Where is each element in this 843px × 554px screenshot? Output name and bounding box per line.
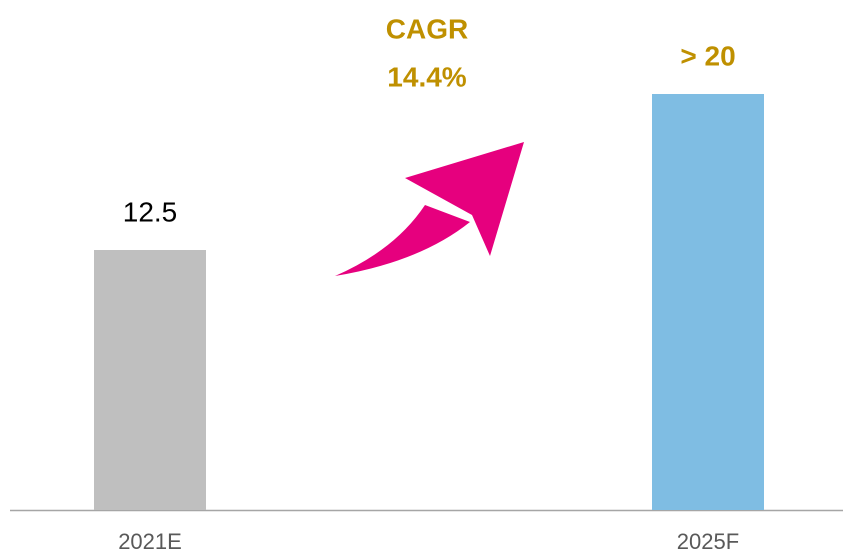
value-label: 12.5 <box>123 196 178 227</box>
x-tick-label: 2021E <box>118 529 182 554</box>
value-label: > 20 <box>680 40 735 71</box>
arrow-head <box>405 142 524 256</box>
bar <box>94 250 206 510</box>
x-tick-label: 2025F <box>677 529 739 554</box>
annotation: 14.4% <box>387 61 466 92</box>
annotation: CAGR <box>386 13 468 44</box>
bar <box>652 94 764 510</box>
arrow-body <box>335 205 470 276</box>
